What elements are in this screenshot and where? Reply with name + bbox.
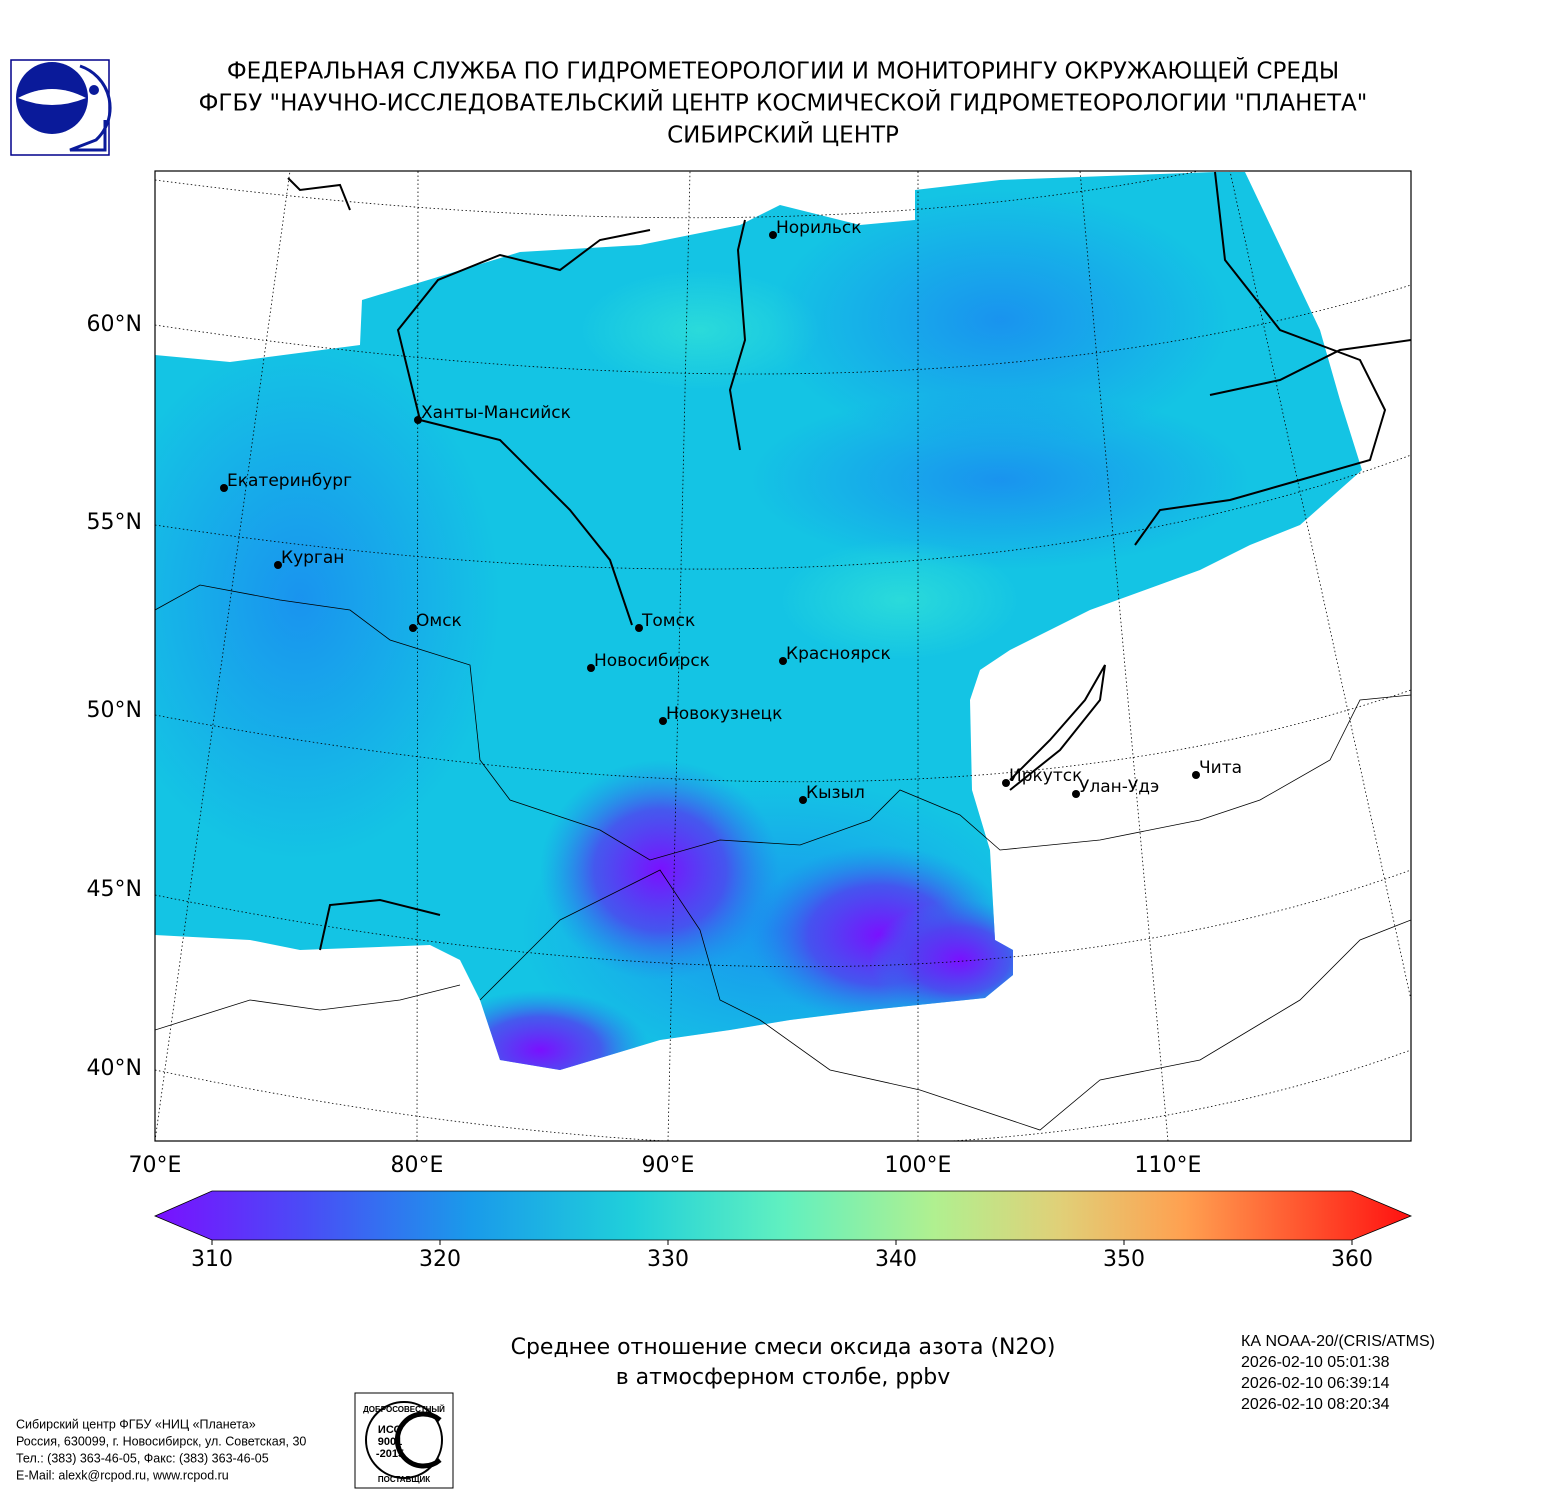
colorbar-tick-label: 350	[1103, 1247, 1145, 1272]
city-dot	[274, 561, 282, 569]
city-dot	[409, 624, 417, 632]
map-axes: 60°N 55°N 50°N 45°N 40°N 70°E 80°E 90°E 100°E 110…	[87, 312, 1202, 1178]
city-label: Курган	[281, 548, 344, 568]
city-label: Кызыл	[806, 783, 865, 803]
city-dot	[587, 664, 595, 672]
map-frame	[154, 170, 1412, 1142]
colorbar-tick-label: 360	[1331, 1247, 1373, 1272]
agency-logo	[10, 59, 112, 156]
caption: Среднее отношение смеси оксида азота (N2…	[511, 1335, 1056, 1390]
city-label: Чита	[1199, 758, 1242, 778]
city-dot	[635, 624, 643, 632]
satellite-line: КА NOAA-20/(CRIS/ATMS)	[1241, 1333, 1435, 1350]
header-line: СИБИРСКИЙ ЦЕНТР	[667, 121, 899, 149]
iso-bottom: ПОСТАВЩИК	[378, 1475, 430, 1484]
city-dot	[779, 657, 787, 665]
lon-label: 80°E	[391, 1153, 444, 1178]
city-label: Красноярск	[786, 644, 891, 664]
header-line: ФГБУ "НАУЧНО-ИССЛЕДОВАТЕЛЬСКИЙ ЦЕНТР КОС…	[199, 89, 1368, 117]
colorbar: 310 320 330 340 350 360	[153, 1190, 1413, 1272]
iso-middle: ИСО	[378, 1424, 403, 1436]
city-label: Иркутск	[1009, 766, 1082, 786]
lon-label: 100°E	[885, 1153, 952, 1178]
lat-label: 45°N	[87, 877, 142, 902]
iso-middle: -2015	[376, 1448, 404, 1460]
footer-line: Тел.: (383) 363-46-05, Факс: (383) 363-4…	[16, 1451, 269, 1465]
colorbar-tick-label: 310	[191, 1247, 233, 1272]
colorbar-tick-label: 340	[875, 1247, 917, 1272]
city-label: Ханты-Мансийск	[421, 403, 571, 423]
city-dot	[799, 796, 807, 804]
iso-middle: 9001	[378, 1436, 402, 1448]
city-dot	[769, 231, 777, 239]
city-dot	[414, 416, 422, 424]
city-label: Новосибирск	[594, 651, 710, 671]
satellite-line: 2026-02-10 06:39:14	[1241, 1375, 1390, 1392]
satellite-info: КА NOAA-20/(CRIS/ATMS) 2026-02-10 05:01:3…	[1241, 1333, 1435, 1413]
footer-line: Россия, 630099, г. Новосибирск, ул. Сове…	[16, 1434, 306, 1448]
data-field	[155, 172, 1362, 1070]
lon-label: 110°E	[1135, 1153, 1202, 1178]
city-label: Норильск	[776, 218, 862, 238]
city-dot	[1002, 779, 1010, 787]
caption-line: в атмосферном столбе, ppbv	[616, 1365, 951, 1390]
borders	[155, 584, 1411, 1131]
satellite-line: 2026-02-10 05:01:38	[1241, 1354, 1390, 1371]
caption-line: Среднее отношение смеси оксида азота (N2…	[511, 1335, 1056, 1360]
header-line: ФЕДЕРАЛЬНАЯ СЛУЖБА ПО ГИДРОМЕТЕОРОЛОГИИ …	[227, 57, 1339, 85]
footer-line: Сибирский центр ФГБУ «НИЦ «Планета»	[16, 1417, 256, 1431]
city-label: Улан-Удэ	[1079, 777, 1159, 797]
footer-line: E-Mail: alexk@rcpod.ru, www.rcpod.ru	[16, 1468, 229, 1482]
city-label: Екатеринбург	[227, 471, 352, 491]
lat-label: 55°N	[87, 510, 142, 535]
lat-label: 50°N	[87, 698, 142, 723]
city-dot	[659, 717, 667, 725]
lon-label: 70°E	[129, 1153, 182, 1178]
lon-label: 90°E	[642, 1153, 695, 1178]
satellite-line: 2026-02-10 08:20:34	[1241, 1396, 1390, 1413]
city-label: Новокузнецк	[666, 704, 782, 724]
lat-label: 60°N	[87, 312, 142, 337]
city-label: Томск	[641, 611, 695, 631]
iso-top: ДОБРОСОВЕСТНЫЙ	[363, 1405, 445, 1414]
footer-address: Сибирский центр ФГБУ «НИЦ «Планета» Росси…	[16, 1417, 306, 1482]
cities: Норильск Ханты-Мансийск Екатеринбург Курган…	[220, 218, 1242, 804]
map: Норильск Ханты-Мансийск Екатеринбург Курган…	[155, 171, 1411, 1141]
coastlines-rivers	[287, 171, 1411, 951]
lat-label: 40°N	[87, 1056, 142, 1081]
colorbar-tick-label: 320	[419, 1247, 461, 1272]
city-dot	[220, 484, 228, 492]
graticule	[155, 171, 1411, 1141]
colorbar-tick-label: 330	[647, 1247, 689, 1272]
city-dot	[1072, 790, 1080, 798]
city-label: Омск	[416, 611, 462, 631]
city-dot	[1192, 771, 1200, 779]
header: ФЕДЕРАЛЬНАЯ СЛУЖБА ПО ГИДРОМЕТЕОРОЛОГИИ …	[199, 57, 1368, 149]
